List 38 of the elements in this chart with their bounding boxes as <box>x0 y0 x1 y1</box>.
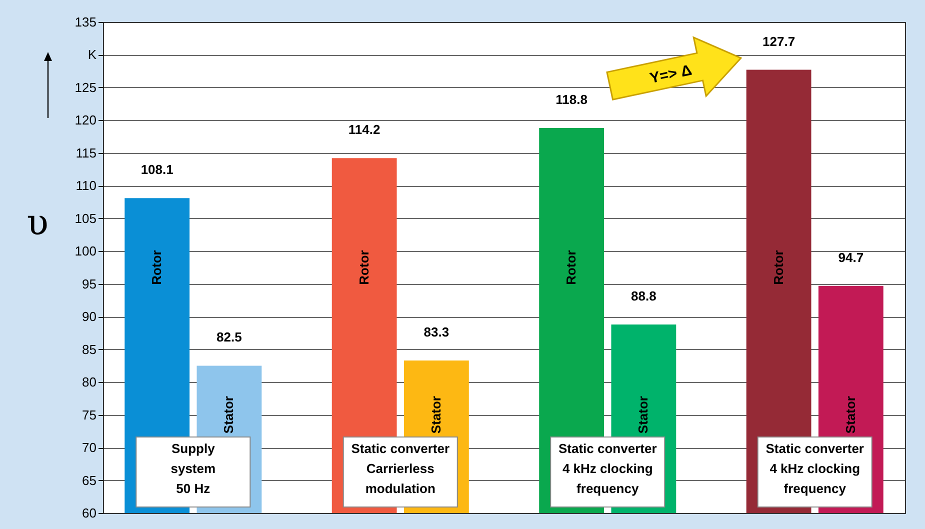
y-tick-label: 85 <box>82 342 96 357</box>
data-label: 94.7 <box>838 250 864 265</box>
series-label: Stator <box>636 396 651 434</box>
x-tick-label: Static converter 4 kHz clocking frequency <box>766 441 864 496</box>
data-label: 127.7 <box>762 34 796 49</box>
y-tick-label: 125 <box>74 80 96 95</box>
x-tick-label: Supply system 50 Hz <box>170 441 216 496</box>
y-tick-label: 60 <box>82 506 96 520</box>
data-label: 83.3 <box>424 324 450 340</box>
data-label: 114.2 <box>348 122 380 138</box>
text: Stator <box>842 396 858 434</box>
y-tick-label: 90 <box>82 309 96 324</box>
y-tick-label: 80 <box>82 374 96 390</box>
y-tick-label: 110 <box>76 178 96 194</box>
x-tick-label: Static converter Carrierless modulation <box>351 441 450 496</box>
y-tick-label: 135 <box>74 14 96 30</box>
x-tick-label: Static converter 4 kHz clocking frequency <box>558 441 657 496</box>
y-axis-title: υ <box>26 202 48 244</box>
y-tick-label: 120 <box>74 112 96 128</box>
series-label: Rotor <box>564 250 579 285</box>
text: Stator <box>221 396 236 434</box>
y-tick-label: 95 <box>82 276 96 292</box>
text: Rotor <box>356 250 372 285</box>
text: Rotor <box>770 250 786 285</box>
data-label: 118.8 <box>556 92 588 108</box>
text: Rotor <box>149 250 164 285</box>
y-tick-label: 105 <box>74 210 96 226</box>
y-tick-label: 75 <box>82 407 96 422</box>
y-tick-label: 100 <box>74 244 96 259</box>
data-label: 108.1 <box>140 162 174 178</box>
y-tick-label: 65 <box>82 472 96 488</box>
y-tick-label: 70 <box>82 440 96 456</box>
y-tick-label: K <box>88 47 97 62</box>
y-tick-label: 115 <box>76 145 96 160</box>
annotation: Y=> Δ <box>648 62 694 88</box>
data-label: 88.8 <box>631 288 656 304</box>
text: Stator <box>428 396 444 434</box>
data-label: 82.5 <box>216 330 242 345</box>
